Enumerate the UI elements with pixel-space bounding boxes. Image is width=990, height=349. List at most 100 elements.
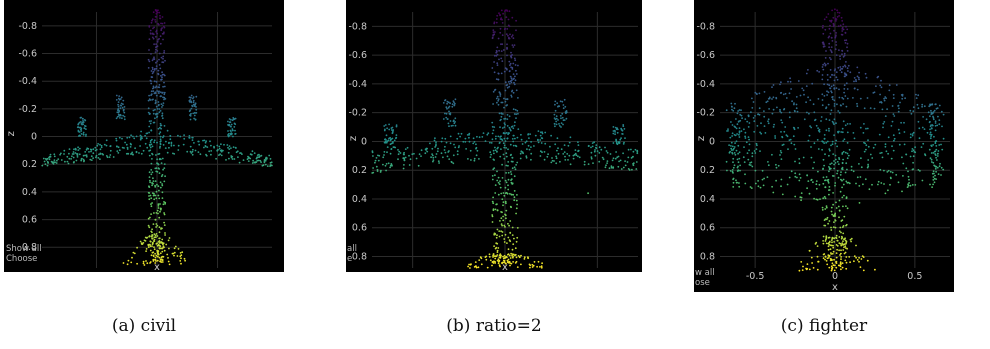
data-point [145, 250, 148, 253]
data-point [874, 268, 876, 271]
data-point [839, 262, 842, 265]
overlay-menu[interactable]: Show all Choose [6, 244, 42, 264]
overlay-choose[interactable]: e [347, 254, 353, 264]
scatter-plot-ratio2[interactable]: -0.500.5-0.8-0.6-0.4-0.200.20.40.60.8xz [346, 0, 642, 272]
data-point [501, 60, 504, 62]
data-point [831, 73, 833, 76]
data-point [500, 115, 503, 118]
data-point [52, 163, 55, 165]
data-point [624, 160, 626, 163]
data-point [753, 150, 756, 152]
data-point [738, 130, 741, 133]
data-point [150, 129, 153, 132]
data-point [587, 145, 590, 147]
data-point [847, 64, 850, 67]
data-point [496, 249, 499, 252]
data-point [192, 96, 195, 98]
data-point [466, 134, 469, 136]
data-point [162, 91, 164, 94]
data-point [574, 149, 577, 152]
data-point [529, 264, 532, 267]
data-point [557, 147, 559, 150]
overlay-menu[interactable]: all e [347, 244, 357, 264]
data-point [163, 224, 166, 227]
data-point [915, 93, 917, 96]
data-point [155, 197, 158, 200]
data-point [812, 267, 815, 269]
data-point [510, 66, 512, 69]
data-point [117, 105, 120, 108]
data-point [448, 125, 450, 128]
data-point [853, 137, 856, 140]
data-point [206, 146, 209, 149]
data-point [158, 231, 161, 234]
data-point [824, 208, 827, 210]
data-point [833, 269, 836, 272]
data-point [806, 174, 809, 177]
data-point [626, 161, 629, 163]
data-point [497, 98, 500, 100]
overlay-choose[interactable]: ose [695, 278, 710, 288]
data-point [513, 57, 516, 60]
data-point [511, 16, 514, 19]
data-point [228, 118, 231, 120]
data-point [177, 134, 179, 137]
data-point [219, 153, 222, 156]
data-point [734, 153, 737, 156]
data-point [838, 49, 840, 51]
data-point [504, 140, 507, 143]
data-point [840, 256, 842, 258]
data-point [491, 264, 493, 267]
data-point [482, 132, 485, 135]
data-point [815, 183, 818, 186]
data-point [232, 118, 235, 120]
data-point [614, 133, 616, 136]
data-point [912, 161, 914, 164]
scatter-plot-fighter[interactable]: -0.5 0 0.5-0.8-0.6-0.4-0.200.20.40.60.8xz [694, 0, 954, 292]
data-point [125, 143, 128, 146]
data-point [493, 152, 495, 155]
data-point [753, 120, 756, 123]
overlay-show-all[interactable]: all [347, 244, 357, 254]
data-point [938, 165, 941, 168]
data-point [898, 107, 900, 110]
overlay-choose[interactable]: Choose [6, 254, 38, 264]
data-point [263, 161, 266, 164]
data-point [844, 95, 847, 97]
data-point [473, 157, 476, 160]
data-point [837, 110, 840, 112]
y-tick-label: -0.6 [18, 49, 37, 60]
data-point [506, 118, 509, 120]
data-point [843, 54, 846, 57]
overlay-show-all[interactable]: w all [695, 268, 715, 278]
data-point [884, 115, 887, 117]
data-point [507, 261, 510, 264]
scatter-plot-civil[interactable]: -0.500.5-0.8-0.6-0.4-0.200.20.40.60.8xz [4, 0, 284, 272]
data-point [873, 91, 876, 94]
y-tick-label: -0.8 [696, 21, 715, 32]
data-point [748, 122, 751, 124]
data-point [495, 236, 498, 239]
data-point [880, 101, 883, 104]
data-point [911, 133, 914, 135]
data-point [491, 36, 494, 39]
data-point [738, 133, 740, 136]
data-point [151, 234, 154, 237]
data-point [156, 108, 159, 110]
data-point [132, 153, 134, 156]
data-point [497, 99, 500, 102]
y-axis-label: z [6, 131, 17, 136]
data-point [151, 171, 154, 174]
overlay-menu[interactable]: w all ose [695, 268, 715, 288]
data-point [843, 194, 845, 197]
data-point [191, 139, 194, 142]
data-point [932, 144, 934, 146]
data-point [66, 160, 69, 163]
data-point [500, 43, 502, 46]
data-point [835, 41, 837, 43]
data-point [162, 102, 165, 104]
data-point [496, 101, 498, 104]
data-point [830, 21, 833, 23]
overlay-show-all[interactable]: Show all [6, 244, 42, 254]
data-point [123, 147, 125, 149]
